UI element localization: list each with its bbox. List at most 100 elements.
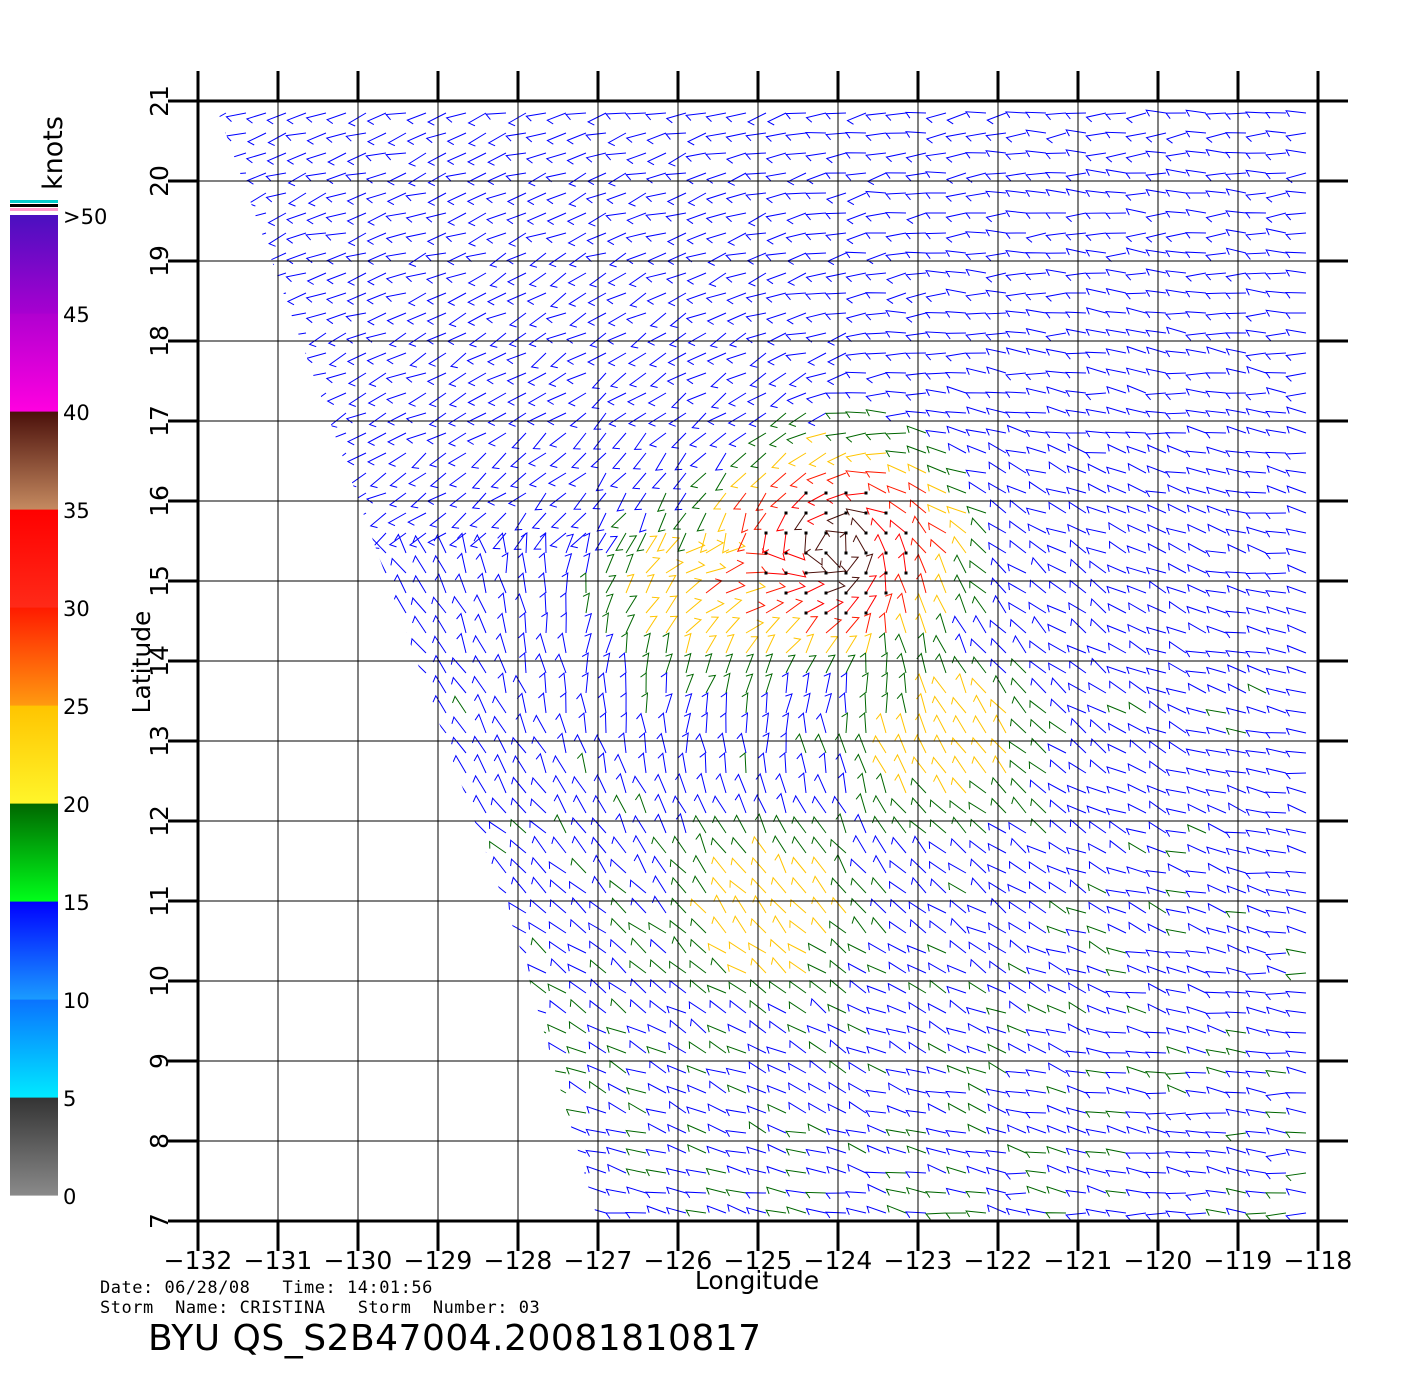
wind-barb xyxy=(326,392,347,406)
wind-barb xyxy=(925,311,947,319)
wind-barb xyxy=(286,112,307,125)
wind-barb xyxy=(1265,767,1287,776)
wind-barb xyxy=(245,970,267,978)
wind-barb xyxy=(586,1165,607,1174)
wind-barb xyxy=(826,1146,847,1154)
wind-barb xyxy=(226,212,247,225)
wind-barb xyxy=(849,979,867,994)
wind-barb xyxy=(965,132,987,142)
wind-barb xyxy=(386,1086,407,1094)
wind-barb xyxy=(1286,406,1307,414)
wind-barb xyxy=(705,616,720,634)
wind-barb xyxy=(925,192,946,199)
wind-barb xyxy=(1185,450,1207,458)
wind-barb xyxy=(1246,706,1267,714)
colorbar-tick-label: 15 xyxy=(63,891,90,915)
wind-barb xyxy=(1026,945,1047,954)
wind-barb xyxy=(826,252,847,266)
wind-barb xyxy=(625,1087,647,1095)
wind-barb xyxy=(785,637,802,654)
wind-barb xyxy=(512,674,527,694)
wind-barb xyxy=(1126,584,1147,594)
wind-barb xyxy=(1066,465,1087,474)
wind-barb xyxy=(925,1147,947,1155)
wind-barb xyxy=(568,880,587,894)
wind-barb xyxy=(1284,772,1307,780)
wind-barb xyxy=(1165,788,1187,796)
wind-barb xyxy=(645,1108,667,1116)
wind-barb xyxy=(685,312,707,324)
y-tick-label: 10 xyxy=(145,965,174,997)
wind-barb xyxy=(1086,805,1107,814)
rain-flag xyxy=(864,511,868,515)
wind-barb xyxy=(610,858,627,874)
wind-barb xyxy=(1105,866,1127,875)
wind-barb xyxy=(824,292,847,300)
wind-barb xyxy=(466,192,487,206)
wind-barb xyxy=(497,612,507,634)
wind-barb xyxy=(706,412,727,426)
wind-barb xyxy=(265,272,287,284)
wind-barb xyxy=(1245,1148,1267,1156)
wind-barb xyxy=(225,432,247,443)
wind-barb xyxy=(605,1146,627,1155)
wind-barb xyxy=(811,896,827,914)
wind-barb xyxy=(1125,272,1147,281)
wind-barb xyxy=(591,372,607,389)
wind-barb xyxy=(366,272,387,286)
wind-barb xyxy=(535,632,547,654)
wind-barb xyxy=(351,596,367,614)
wind-barb xyxy=(1086,366,1107,374)
wind-barb xyxy=(1085,392,1107,401)
wind-barb xyxy=(646,292,667,305)
wind-barb xyxy=(785,332,807,341)
wind-barb xyxy=(285,1027,307,1035)
wind-barb xyxy=(665,615,678,634)
wind-barb xyxy=(1088,901,1107,914)
wind-barb xyxy=(865,1171,887,1179)
wind-barb xyxy=(867,1183,887,1194)
wind-barb xyxy=(1285,149,1307,157)
wind-barb xyxy=(1285,972,1307,981)
wind-barb xyxy=(1244,272,1267,280)
wind-barb xyxy=(265,292,287,303)
wind-barb xyxy=(445,1169,467,1177)
wind-barb xyxy=(1205,927,1227,935)
wind-barb xyxy=(513,532,527,550)
time-label: Time: xyxy=(282,1278,337,1298)
wind-barb xyxy=(1086,925,1107,934)
wind-barb xyxy=(805,432,827,443)
wind-barb xyxy=(1245,1108,1267,1117)
wind-barb xyxy=(1165,829,1187,837)
wind-barb xyxy=(811,815,827,834)
wind-barb xyxy=(1205,666,1227,675)
wind-barb xyxy=(1025,328,1047,336)
wind-barb xyxy=(226,532,247,545)
wind-barb xyxy=(581,672,589,694)
wind-barb xyxy=(1029,540,1047,554)
wind-barb xyxy=(888,920,907,934)
wind-barb xyxy=(968,801,987,814)
wind-barb xyxy=(1224,312,1247,320)
wind-barb xyxy=(186,1133,206,1141)
wind-barb xyxy=(769,492,787,509)
wind-barb xyxy=(896,652,907,674)
wind-barb xyxy=(1185,372,1207,381)
wind-barb xyxy=(787,1082,807,1094)
wind-barb xyxy=(585,1206,607,1215)
wind-barb xyxy=(825,272,847,283)
wind-barb xyxy=(988,1061,1007,1074)
wind-barb xyxy=(925,269,947,277)
wind-barb xyxy=(507,112,527,127)
rain-flag xyxy=(904,571,908,575)
wind-barb xyxy=(1186,1046,1207,1054)
wind-barb xyxy=(494,653,507,674)
wind-barb xyxy=(306,1206,327,1214)
wind-barb xyxy=(526,292,547,306)
wind-barb xyxy=(850,858,867,874)
wind-barb xyxy=(507,1143,527,1154)
wind-barb xyxy=(305,112,327,123)
wind-barb xyxy=(855,792,867,814)
wind-barb xyxy=(847,1163,867,1174)
wind-barb xyxy=(865,292,887,299)
